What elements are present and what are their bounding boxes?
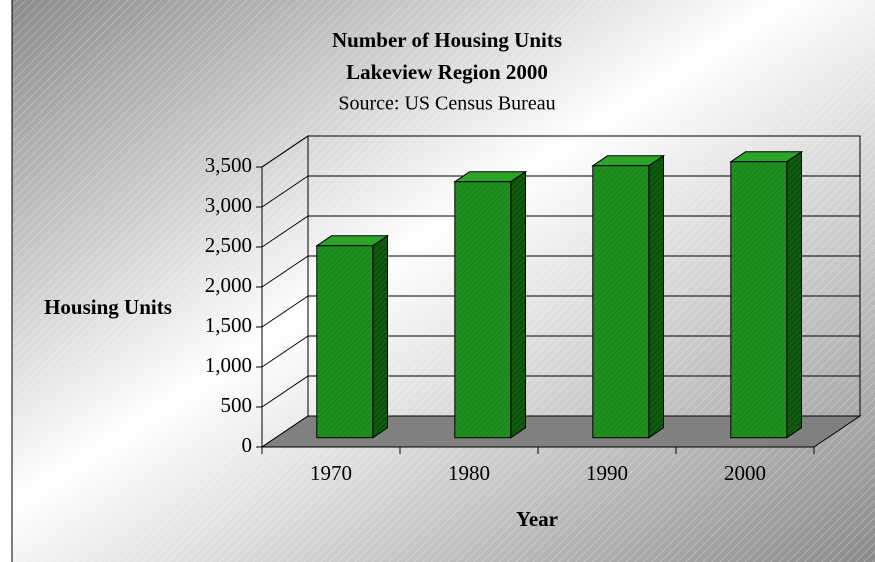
grid-line [261, 295, 309, 328]
y-tick-label: 500 [221, 393, 253, 417]
x-tick-label: 1970 [310, 461, 352, 485]
grid-line [261, 135, 309, 168]
x-tick-label: 1980 [448, 461, 490, 485]
grid-line [261, 255, 309, 288]
bar-hatch [316, 245, 373, 438]
chart-title: Number of Housing Units [332, 28, 562, 52]
grid-line [261, 215, 309, 248]
chart-source: Source: US Census Bureau [338, 93, 555, 115]
grid-line [261, 175, 309, 208]
grid-line [261, 335, 309, 368]
y-tick-label: 3,500 [205, 153, 252, 177]
bar-hatch [592, 165, 649, 438]
x-axis-label: Year [516, 507, 558, 531]
bar-side-hatch [510, 171, 526, 438]
y-tick-label: 0 [242, 433, 253, 457]
grid-line [261, 375, 309, 408]
y-tick-label: 1,500 [205, 313, 252, 337]
y-tick-label: 1,000 [205, 353, 252, 377]
y-axis-label: Housing Units [44, 295, 172, 319]
bar-side-hatch [786, 151, 802, 438]
bar-side-hatch [372, 235, 388, 438]
chart-subtitle: Lakeview Region 2000 [346, 60, 548, 84]
y-tick-label: 2,000 [205, 273, 252, 297]
y-tick-label: 2,500 [205, 233, 252, 257]
bar-hatch [454, 181, 511, 438]
bar-hatch [730, 161, 787, 438]
y-tick-label: 3,000 [205, 193, 252, 217]
x-tick-label: 2000 [724, 461, 766, 485]
x-tick-label: 1990 [586, 461, 628, 485]
bar-side-hatch [648, 155, 664, 438]
